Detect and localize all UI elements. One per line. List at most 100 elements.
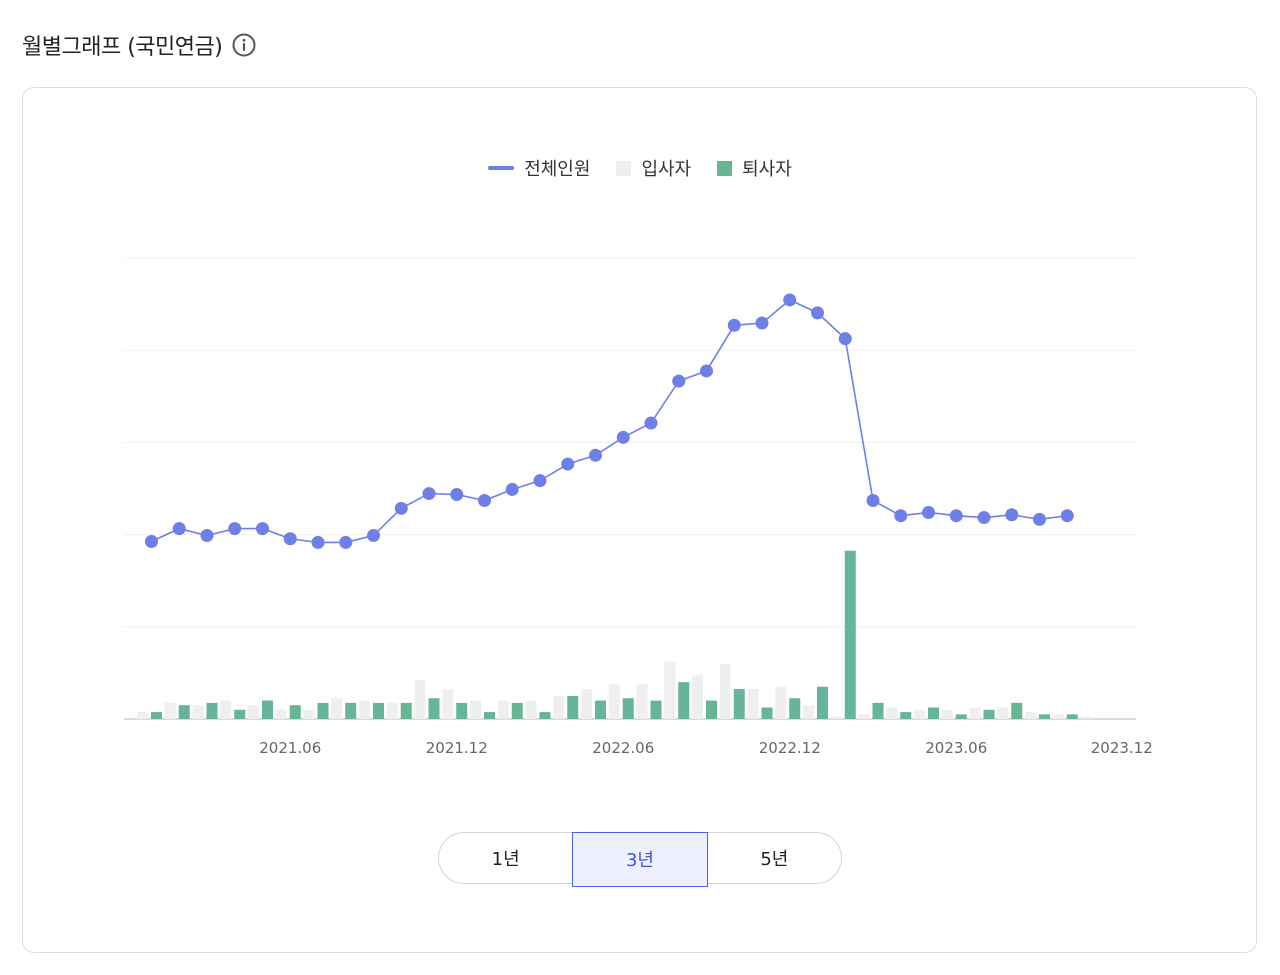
legend-item-hire[interactable]: 입사자: [616, 155, 691, 181]
total-point: [672, 374, 686, 388]
hire-bar: [164, 702, 176, 719]
monthly-chart: 2021.06 2021.12 2022.06 2022.12 2023.06 2023.…: [124, 257, 1153, 757]
hire-bar: [414, 679, 426, 719]
hire-bar: [248, 705, 259, 719]
total-point: [922, 505, 935, 519]
quit-bar: [289, 705, 301, 719]
hire-bar: [941, 709, 953, 719]
hire-bar: [137, 712, 148, 719]
total-point: [727, 318, 741, 332]
hire-bar: [275, 709, 287, 719]
total-point: [1005, 508, 1019, 522]
period-tab-1y[interactable]: 1년: [491, 849, 520, 870]
quit-bar: [484, 712, 495, 719]
x-tick-label: 2023.12: [1091, 739, 1153, 757]
quit-bar: [872, 702, 884, 719]
total-point: [339, 535, 353, 549]
quit-bar: [706, 700, 717, 719]
total-point: [1033, 512, 1046, 526]
hire-bar: [664, 661, 676, 719]
hire-bar: [303, 709, 315, 719]
quit-bar: [317, 702, 329, 719]
total-point: [811, 306, 824, 320]
total-point: [145, 535, 158, 549]
total-point: [394, 501, 408, 515]
total-point: [367, 529, 380, 543]
total-point: [283, 532, 297, 546]
hire-bar: [1080, 716, 1092, 719]
total-point: [561, 457, 575, 471]
hire-bar: [331, 698, 343, 719]
total-point: [589, 448, 602, 462]
chart-card: [22, 87, 1257, 953]
chart-legend: 전체인원 입사자 퇴사자: [0, 155, 1280, 181]
quit-bar: [900, 712, 912, 719]
x-tick-label: 2022.06: [592, 739, 654, 757]
hire-bar: [997, 707, 1009, 719]
total-point: [755, 316, 769, 330]
total-point: [172, 522, 186, 536]
legend-swatch-quit: [717, 160, 733, 176]
hire-bar: [719, 663, 731, 719]
period-tab-5y[interactable]: 5년: [760, 849, 789, 870]
x-tick-label: 2022.12: [759, 739, 821, 757]
hire-bar: [220, 700, 232, 719]
quit-bar: [178, 705, 190, 719]
quit-bar: [761, 707, 773, 719]
total-point: [977, 511, 991, 525]
quit-bar: [567, 695, 579, 719]
hire-bar: [386, 702, 398, 719]
total-point: [949, 509, 963, 523]
quit-bar: [622, 698, 634, 719]
quit-bar: [206, 702, 218, 719]
quit-bar: [151, 712, 162, 719]
hire-bar: [525, 700, 537, 719]
legend-label-hire: 입사자: [641, 159, 692, 180]
legend-label-quit: 퇴사자: [742, 159, 792, 180]
legend-item-total[interactable]: 전체인원: [488, 155, 590, 181]
total-point: [894, 509, 908, 523]
total-point: [478, 493, 491, 507]
hire-bar: [969, 707, 981, 719]
quit-bar: [456, 702, 468, 719]
hire-bar: [886, 707, 898, 719]
hire-bar: [359, 700, 370, 719]
total-line: [151, 299, 1068, 544]
quit-bar: [928, 707, 939, 719]
total-point: [783, 293, 797, 307]
hire-bar: [803, 705, 814, 719]
hire-bar: [497, 700, 509, 719]
quit-bar: [1011, 702, 1023, 719]
hire-bar: [858, 714, 870, 719]
hire-bar: [914, 709, 925, 719]
total-point: [256, 522, 269, 536]
total-point: [533, 474, 547, 488]
quit-bar: [789, 698, 801, 719]
quit-bar: [1066, 714, 1078, 719]
hire-bar: [636, 684, 648, 719]
period-tab-3y[interactable]: 3년: [572, 831, 708, 887]
total-point: [644, 416, 658, 430]
quit-bar: [595, 700, 606, 719]
period-selector: 1년 3년 5년: [438, 831, 842, 887]
total-point: [838, 332, 852, 346]
legend-item-quit[interactable]: 퇴사자: [717, 155, 792, 181]
hire-bar: [1052, 714, 1064, 719]
hire-bar: [1025, 712, 1036, 719]
hire-bar: [442, 689, 454, 719]
total-point: [505, 482, 519, 496]
total-point: [866, 493, 880, 507]
quit-bar: [733, 689, 745, 719]
info-circle-icon[interactable]: [232, 33, 256, 57]
legend-swatch-hire: [616, 160, 632, 176]
quit-bar: [844, 550, 856, 719]
total-point: [422, 487, 436, 501]
quit-bar: [234, 709, 246, 719]
quit-bar: [817, 686, 828, 719]
hire-bar: [608, 684, 620, 719]
total-point: [616, 430, 630, 444]
hire-bar: [553, 695, 565, 719]
quit-bar: [539, 712, 551, 719]
quit-bar: [428, 698, 440, 719]
total-point: [228, 522, 242, 536]
